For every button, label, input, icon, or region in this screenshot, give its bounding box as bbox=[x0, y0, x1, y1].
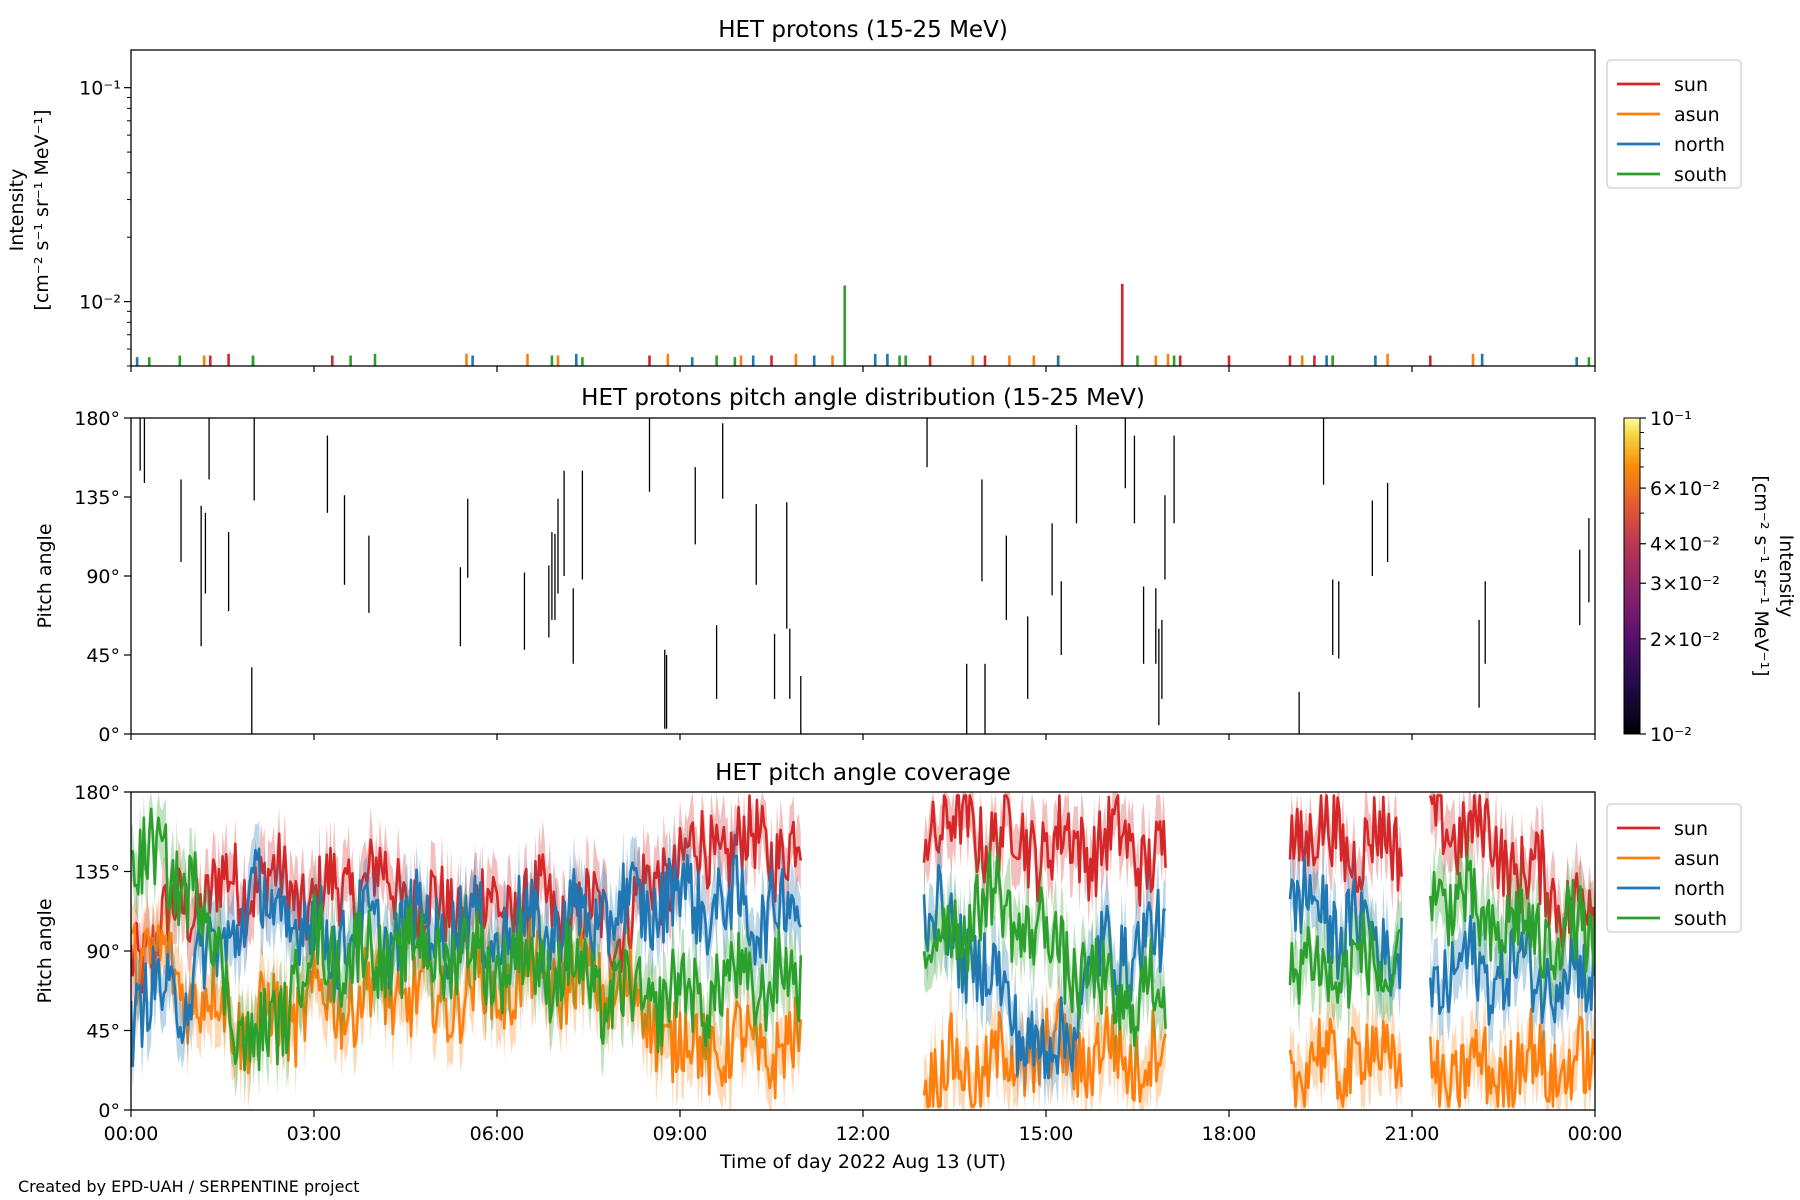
y-tick-label: 90° bbox=[86, 941, 120, 963]
colorbar-gradient bbox=[1623, 417, 1641, 735]
credit-text: Created by EPD-UAH / SERPENTINE project bbox=[18, 1177, 360, 1196]
north-legend-label: north bbox=[1674, 878, 1725, 900]
colorbar-tick-label: 3×10⁻² bbox=[1650, 573, 1720, 595]
south-legend-label: south bbox=[1674, 908, 1727, 930]
x-tick-label: 21:00 bbox=[1385, 1123, 1440, 1145]
x-tick-label: 03:00 bbox=[287, 1123, 342, 1145]
x-ticks: 00:00 03:00 06:00 09:00 12:00 15:00 18:00 21:00… bbox=[104, 366, 1623, 1145]
sun-legend-label: sun bbox=[1674, 74, 1708, 96]
y-tick-label: 45° bbox=[86, 645, 120, 667]
colorbar-label-line1: Intensity bbox=[1775, 535, 1797, 618]
intensity-legend: sun asun north south bbox=[1606, 59, 1742, 189]
coverage-panel: HET pitch angle coverage 0° 45° 90° 135° 180… bbox=[34, 366, 1742, 1173]
coverage-y-label: Pitch angle bbox=[34, 898, 56, 1003]
sun-line bbox=[1288, 794, 1403, 893]
north-line bbox=[1288, 856, 1403, 997]
asun-line bbox=[131, 921, 803, 1100]
coverage-legend: sun asun north south bbox=[1606, 803, 1742, 933]
y-tick-label: 10⁻² bbox=[79, 292, 121, 314]
x-axis-label: Time of day 2022 Aug 13 (UT) bbox=[719, 1151, 1006, 1173]
pad-cells bbox=[139, 418, 1590, 734]
colorbar-tick-label: 4×10⁻² bbox=[1650, 534, 1720, 556]
intensity-axes-frame bbox=[130, 49, 1596, 367]
y-tick-label: 45° bbox=[86, 1021, 120, 1043]
colorbar-tick-label: 2×10⁻² bbox=[1650, 629, 1720, 651]
south-band bbox=[924, 821, 1166, 1079]
intensity-spikes bbox=[135, 283, 1591, 366]
x-tick-label: 00:00 bbox=[1568, 1123, 1623, 1145]
asun-legend-label: asun bbox=[1674, 848, 1720, 870]
colorbar-ticks: 10⁻¹ 6×10⁻² 4×10⁻² 3×10⁻² 2×10⁻² 10⁻² bbox=[1640, 408, 1720, 746]
colorbar-tick-label: 10⁻² bbox=[1650, 724, 1692, 746]
north-line bbox=[131, 847, 802, 1068]
asun-line bbox=[1288, 1017, 1403, 1108]
south-line bbox=[1288, 911, 1402, 1009]
coverage-series bbox=[131, 792, 1595, 1110]
x-tick-label: 00:00 bbox=[104, 1123, 159, 1145]
sun-line bbox=[922, 794, 1167, 907]
sun-legend-label: sun bbox=[1674, 818, 1708, 840]
asun-line bbox=[1429, 1007, 1595, 1108]
x-tick-label: 15:00 bbox=[1019, 1123, 1074, 1145]
intensity-y-ticks: 10⁻¹ 10⁻² bbox=[79, 78, 131, 367]
x-tick-label: 06:00 bbox=[470, 1123, 525, 1145]
colorbar-tick-label: 10⁻¹ bbox=[1650, 408, 1692, 430]
pad-y-ticks: 0° 45° 90° 135° 180° bbox=[74, 408, 131, 746]
south-line bbox=[131, 807, 803, 1072]
x-tick-label: 12:00 bbox=[836, 1123, 891, 1145]
y-tick-label: 10⁻¹ bbox=[79, 78, 121, 100]
intensity-y-label-line1: Intensity bbox=[6, 169, 28, 252]
x-tick-label: 09:00 bbox=[653, 1123, 708, 1145]
south-legend-label: south bbox=[1674, 164, 1727, 186]
x-tick-label: 18:00 bbox=[1202, 1123, 1257, 1145]
sun-line bbox=[1429, 794, 1595, 949]
y-tick-label: 90° bbox=[86, 566, 120, 588]
north-band bbox=[131, 821, 801, 1091]
colorbar-label-line2: [cm⁻² s⁻¹ sr⁻¹ MeV⁻¹] bbox=[1750, 475, 1772, 676]
pad-axes-frame bbox=[130, 417, 1596, 735]
intensity-panel: HET protons (15-25 MeV) 10⁻¹ 10⁻² Intensi… bbox=[6, 17, 1742, 367]
intensity-panel-title: HET protons (15-25 MeV) bbox=[718, 17, 1008, 43]
y-tick-label: 0° bbox=[98, 724, 120, 746]
y-tick-label: 180° bbox=[74, 408, 120, 430]
south-line bbox=[922, 849, 1167, 1047]
pad-panel: HET protons pitch angle distribution (15… bbox=[34, 385, 1797, 746]
legend-frame bbox=[1606, 803, 1742, 933]
y-tick-label: 135° bbox=[74, 487, 120, 509]
asun-band bbox=[1290, 986, 1402, 1110]
y-tick-label: 135° bbox=[74, 862, 120, 884]
north-band bbox=[924, 835, 1166, 1110]
legend-frame bbox=[1606, 59, 1742, 189]
north-legend-label: north bbox=[1674, 134, 1725, 156]
colorbar: 10⁻¹ 6×10⁻² 4×10⁻² 3×10⁻² 2×10⁻² 10⁻² Intensi… bbox=[1623, 408, 1797, 746]
pad-y-label: Pitch angle bbox=[34, 523, 56, 628]
pad-panel-title: HET protons pitch angle distribution (15… bbox=[581, 385, 1145, 411]
south-line bbox=[1429, 856, 1595, 981]
north-line bbox=[922, 863, 1167, 1080]
coverage-panel-title: HET pitch angle coverage bbox=[715, 760, 1011, 786]
coverage-y-ticks: 0° 45° 90° 135° 180° bbox=[74, 782, 131, 1122]
y-tick-label: 0° bbox=[98, 1100, 120, 1122]
y-tick-label: 180° bbox=[74, 782, 120, 804]
asun-legend-label: asun bbox=[1674, 104, 1720, 126]
colorbar-tick-label: 6×10⁻² bbox=[1650, 478, 1720, 500]
intensity-y-label-line2: [cm⁻² s⁻¹ sr⁻¹ MeV⁻¹] bbox=[31, 109, 53, 310]
